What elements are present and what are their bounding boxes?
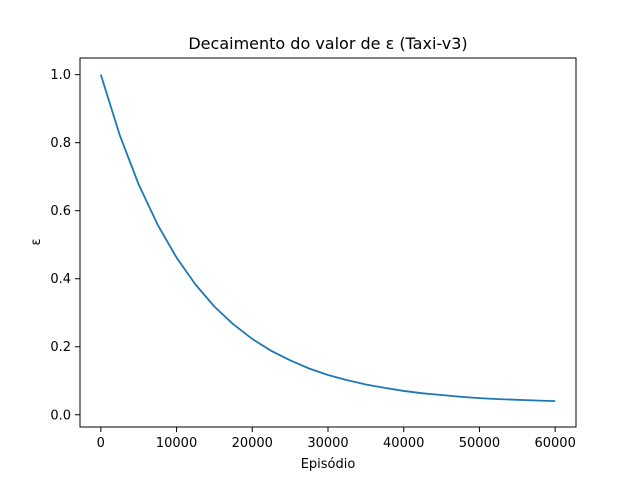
x-tick-label: 60000: [534, 436, 575, 451]
plot-area: [79, 57, 577, 428]
y-axis-ticks: 0.0 0.2 0.4 0.6 0.8 1.0: [50, 68, 80, 423]
y-tick-label: 0.0: [50, 408, 71, 423]
x-axis-ticks: 0 10000 20000 30000 40000 50000 60000: [97, 427, 576, 451]
x-axis-label: Episódio: [301, 457, 356, 472]
y-axis-label: ε: [29, 238, 44, 245]
x-tick-label: 10000: [156, 436, 197, 451]
y-tick-label: 0.8: [50, 136, 71, 151]
chart-title: Decaimento do valor de ε (Taxi-v3): [188, 34, 467, 53]
x-tick-label: 20000: [232, 436, 273, 451]
x-tick-label: 0: [97, 436, 105, 451]
series-line-0: [99, 74, 556, 403]
x-tick-label: 50000: [459, 436, 500, 451]
y-tick-label: 1.0: [50, 68, 71, 83]
y-tick-label: 0.4: [50, 272, 71, 287]
series-layer: [99, 74, 556, 403]
plot-background: [80, 58, 576, 427]
x-tick-label: 30000: [307, 436, 348, 451]
y-tick-label: 0.6: [50, 204, 71, 219]
x-tick-label: 40000: [383, 436, 424, 451]
y-tick-label: 0.2: [50, 340, 71, 355]
